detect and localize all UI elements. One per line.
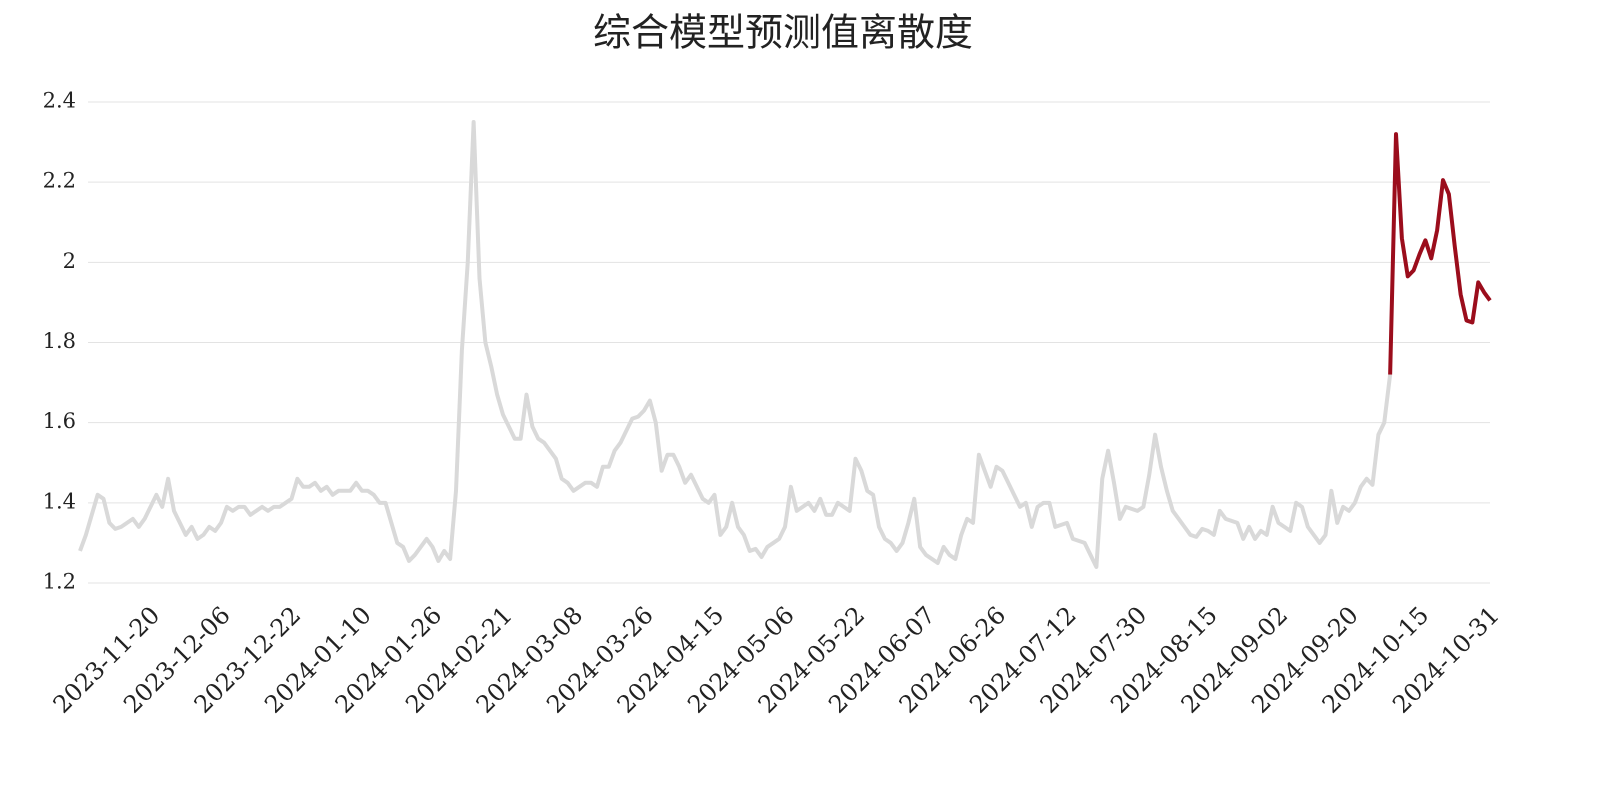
y-tick-label: 1.6: [43, 409, 76, 433]
y-tick-label: 2.4: [43, 89, 76, 113]
series-line: [78, 120, 1393, 569]
chart-title: 综合模型预测值离散度: [593, 11, 973, 55]
y-tick-label: 1.2: [43, 570, 76, 594]
series-line: [1388, 132, 1492, 375]
y-tick-label: 1.8: [43, 329, 76, 353]
y-tick-label: 1.4: [43, 489, 76, 513]
y-tick-label: 2.2: [43, 169, 76, 193]
y-tick-label: 2: [63, 249, 76, 273]
